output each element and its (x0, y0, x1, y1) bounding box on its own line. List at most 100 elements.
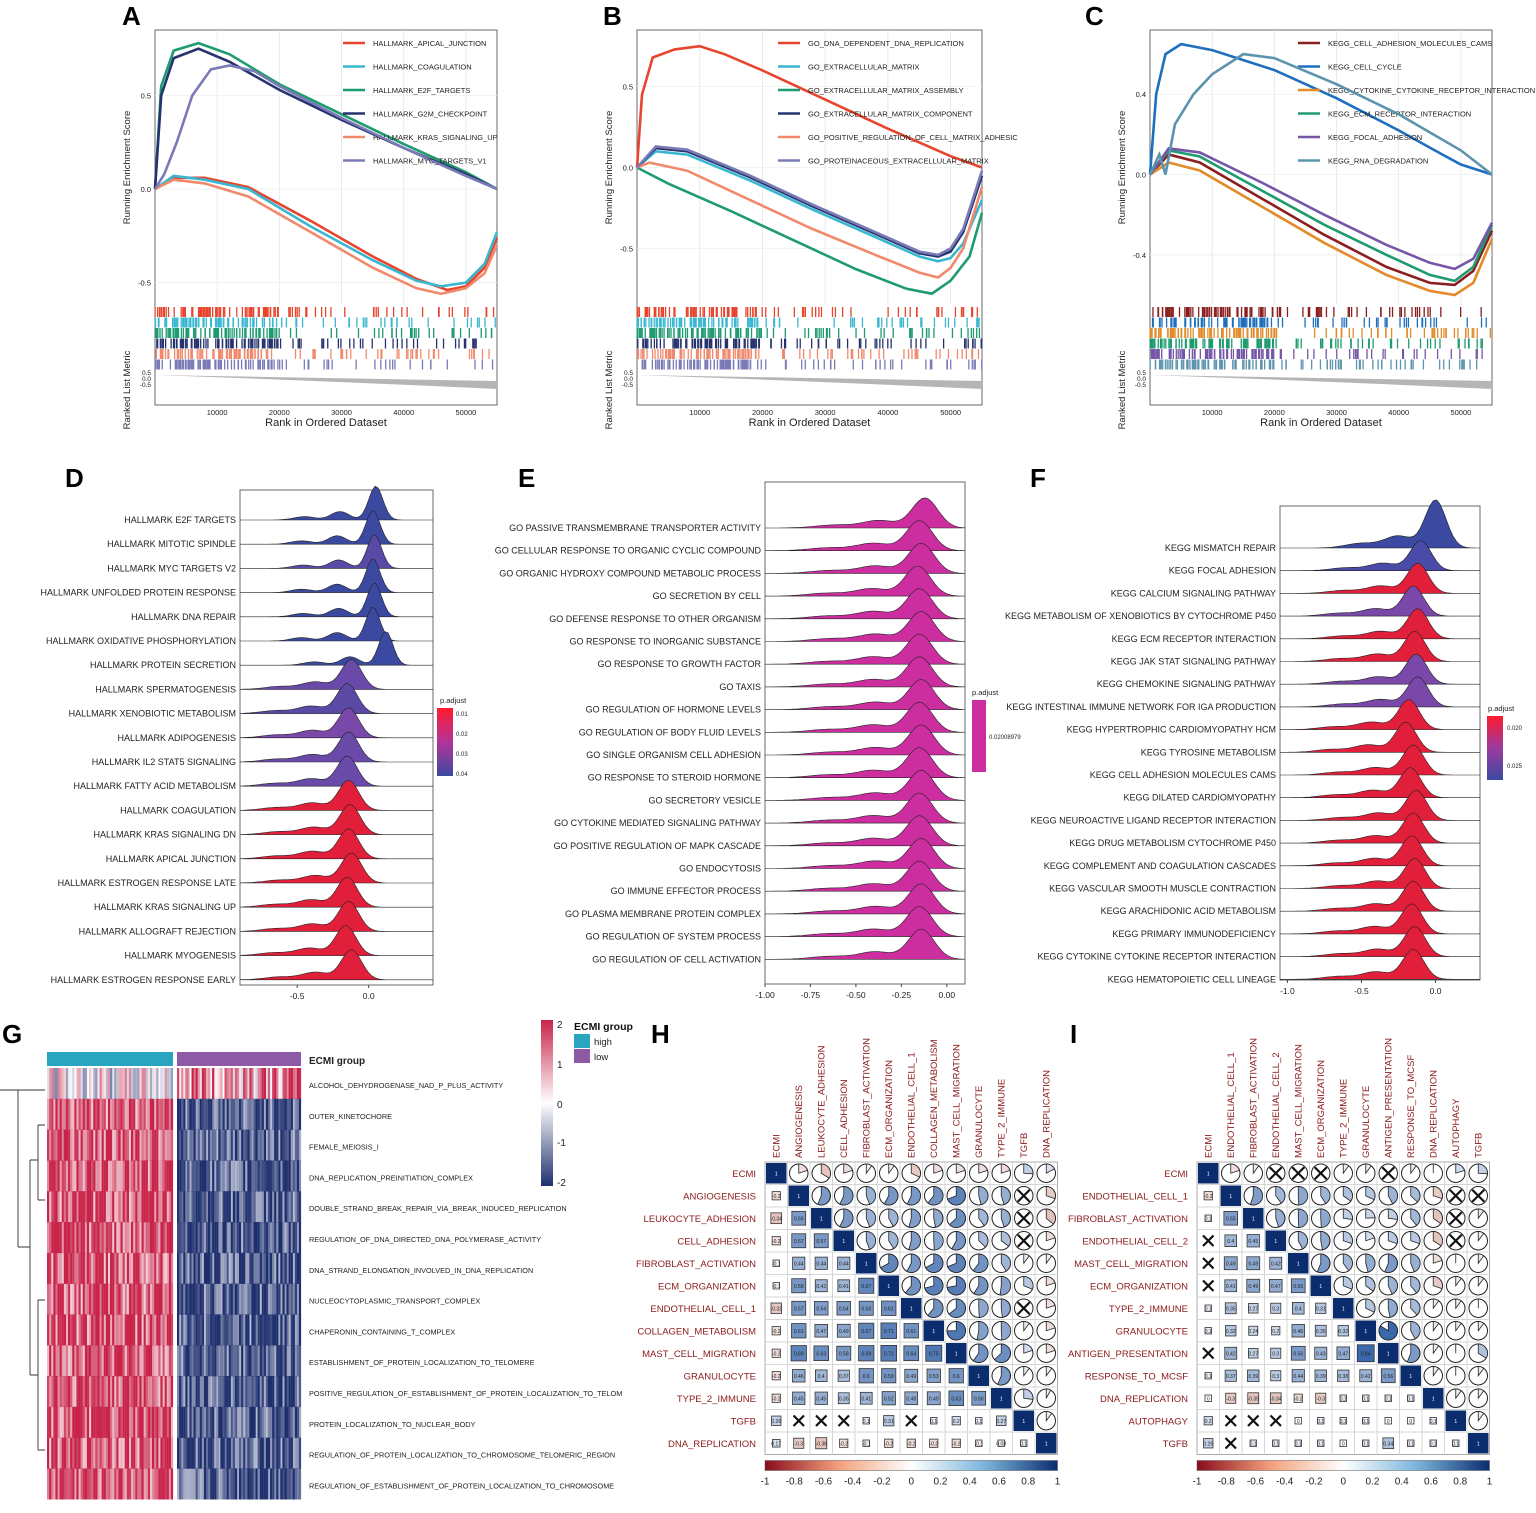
heatmap-cell (183, 1314, 186, 1346)
heatmap-cell (296, 1376, 300, 1408)
ridge-density (765, 565, 966, 597)
heatmap-cell (170, 1437, 174, 1469)
heatmap-cell (298, 1252, 302, 1284)
heatmap-cell (296, 1098, 300, 1130)
heatmap-cell (168, 1191, 171, 1223)
heatmap-cell (189, 1098, 192, 1130)
heatmap-cell (298, 1376, 302, 1408)
heatmap-cell (286, 1129, 289, 1161)
heatmap-cell (63, 1252, 66, 1284)
corr-square (1359, 1369, 1373, 1383)
corr-square (926, 1368, 941, 1383)
heatmap-cell (80, 1345, 83, 1377)
heatmap-cell (103, 1437, 106, 1469)
corr-col-label: ENDOTHELIAL_CELL_2 (1271, 1052, 1282, 1158)
corr-square (815, 1437, 828, 1450)
heatmap-cell (145, 1222, 148, 1254)
corr-pie-slice (1297, 1186, 1309, 1206)
heatmap-cell (78, 1068, 81, 1100)
corr-square (836, 1345, 852, 1361)
heatmap-cell (61, 1376, 64, 1408)
heatmap-cell (294, 1160, 297, 1192)
heatmap-cell (177, 1376, 180, 1408)
heatmap-cell (267, 1160, 271, 1192)
heatmap-cell (185, 1160, 188, 1192)
heatmap-cell (107, 1160, 111, 1192)
corr-square (1203, 1191, 1213, 1201)
corr-value: 0.41 (839, 1284, 849, 1290)
heatmap-cell (278, 1283, 281, 1315)
heatmap-cell (189, 1160, 192, 1192)
ridge-density (765, 792, 966, 824)
heatmap-cell (290, 1068, 293, 1100)
heatmap-cell (82, 1160, 85, 1192)
heatmap-cell (226, 1283, 229, 1315)
heatmap-cell (51, 1468, 54, 1500)
heatmap-cell (72, 1160, 75, 1192)
heatmap-cell (147, 1129, 150, 1161)
heatmap-cell (236, 1314, 240, 1346)
heatmap-cell (185, 1468, 188, 1500)
corr-diag-value: 1 (910, 1306, 913, 1312)
ridge-density (1280, 562, 1480, 594)
heatmap-cell (253, 1222, 256, 1254)
heatmap-cell (222, 1129, 225, 1161)
heatmap-cell (91, 1068, 94, 1100)
corr-diag-value: 1 (955, 1351, 958, 1357)
ridge-density (239, 876, 433, 908)
heatmap-cell (145, 1160, 148, 1192)
heatmap-cell (91, 1160, 94, 1192)
heatmap-cell (224, 1437, 227, 1469)
legend-label: GO_POSITIVE_REGULATION_OF_CELL_MATRIX_AD… (808, 133, 1018, 142)
heatmap-cell (76, 1345, 79, 1377)
heatmap-cell (183, 1252, 186, 1284)
heatmap-cell (152, 1068, 155, 1100)
heatmap-cell (120, 1222, 123, 1254)
heatmap-cell (68, 1406, 71, 1438)
corr-col-label: CELL_ADHESION (839, 1079, 850, 1158)
corr-diag-value: 1 (1207, 1171, 1210, 1177)
heatmap-cell (68, 1098, 71, 1130)
heatmap-cell (201, 1252, 204, 1284)
corr-pie-slice (888, 1163, 895, 1175)
corr-pie-slice (1045, 1253, 1053, 1265)
heatmap-cell (141, 1437, 144, 1469)
ridge-density (239, 828, 433, 860)
heatmap-cell (78, 1468, 81, 1500)
heatmap-cell (247, 1376, 250, 1408)
corr-square (1270, 1347, 1282, 1359)
heatmap-cell (86, 1129, 90, 1161)
heatmap-cell (220, 1191, 223, 1223)
heatmap-cell (156, 1098, 159, 1130)
corr-square (771, 1236, 781, 1246)
heatmap-cell (68, 1468, 71, 1500)
corr-value: 0.1 (930, 1419, 937, 1425)
heatmap-cell (152, 1376, 155, 1408)
corr-insignificant-mark (792, 1414, 805, 1427)
heatmap-cell (97, 1406, 100, 1438)
heatmap-cell (177, 1406, 180, 1438)
panel-label-a: A (122, 1, 141, 31)
heatmap-cell (276, 1068, 279, 1100)
heatmap-cell (284, 1468, 287, 1500)
heatmap-cell (126, 1068, 129, 1100)
heatmap-cell (187, 1252, 190, 1284)
heatmap-cell (288, 1314, 291, 1346)
corr-diag (946, 1343, 967, 1364)
corr-insignificant-mark (1202, 1234, 1215, 1247)
heatmap-cell (78, 1406, 81, 1438)
heatmap-cell (160, 1252, 163, 1284)
corr-value: 0.39 (1248, 1374, 1258, 1380)
corr-pie-slice (1000, 1163, 1011, 1174)
heatmap-cell (122, 1098, 125, 1130)
heatmap-cell (166, 1283, 169, 1315)
corr-pie-slice (927, 1186, 944, 1206)
heatmap-cell (282, 1068, 285, 1100)
corr-pie-slice (1275, 1208, 1286, 1228)
heatmap-cell (105, 1468, 108, 1500)
ridge-density (765, 724, 966, 756)
heatmap-cell (160, 1468, 163, 1500)
heatmap-cell (61, 1468, 64, 1500)
heatmap-cell (214, 1160, 217, 1192)
heatmap-cell (135, 1160, 138, 1192)
